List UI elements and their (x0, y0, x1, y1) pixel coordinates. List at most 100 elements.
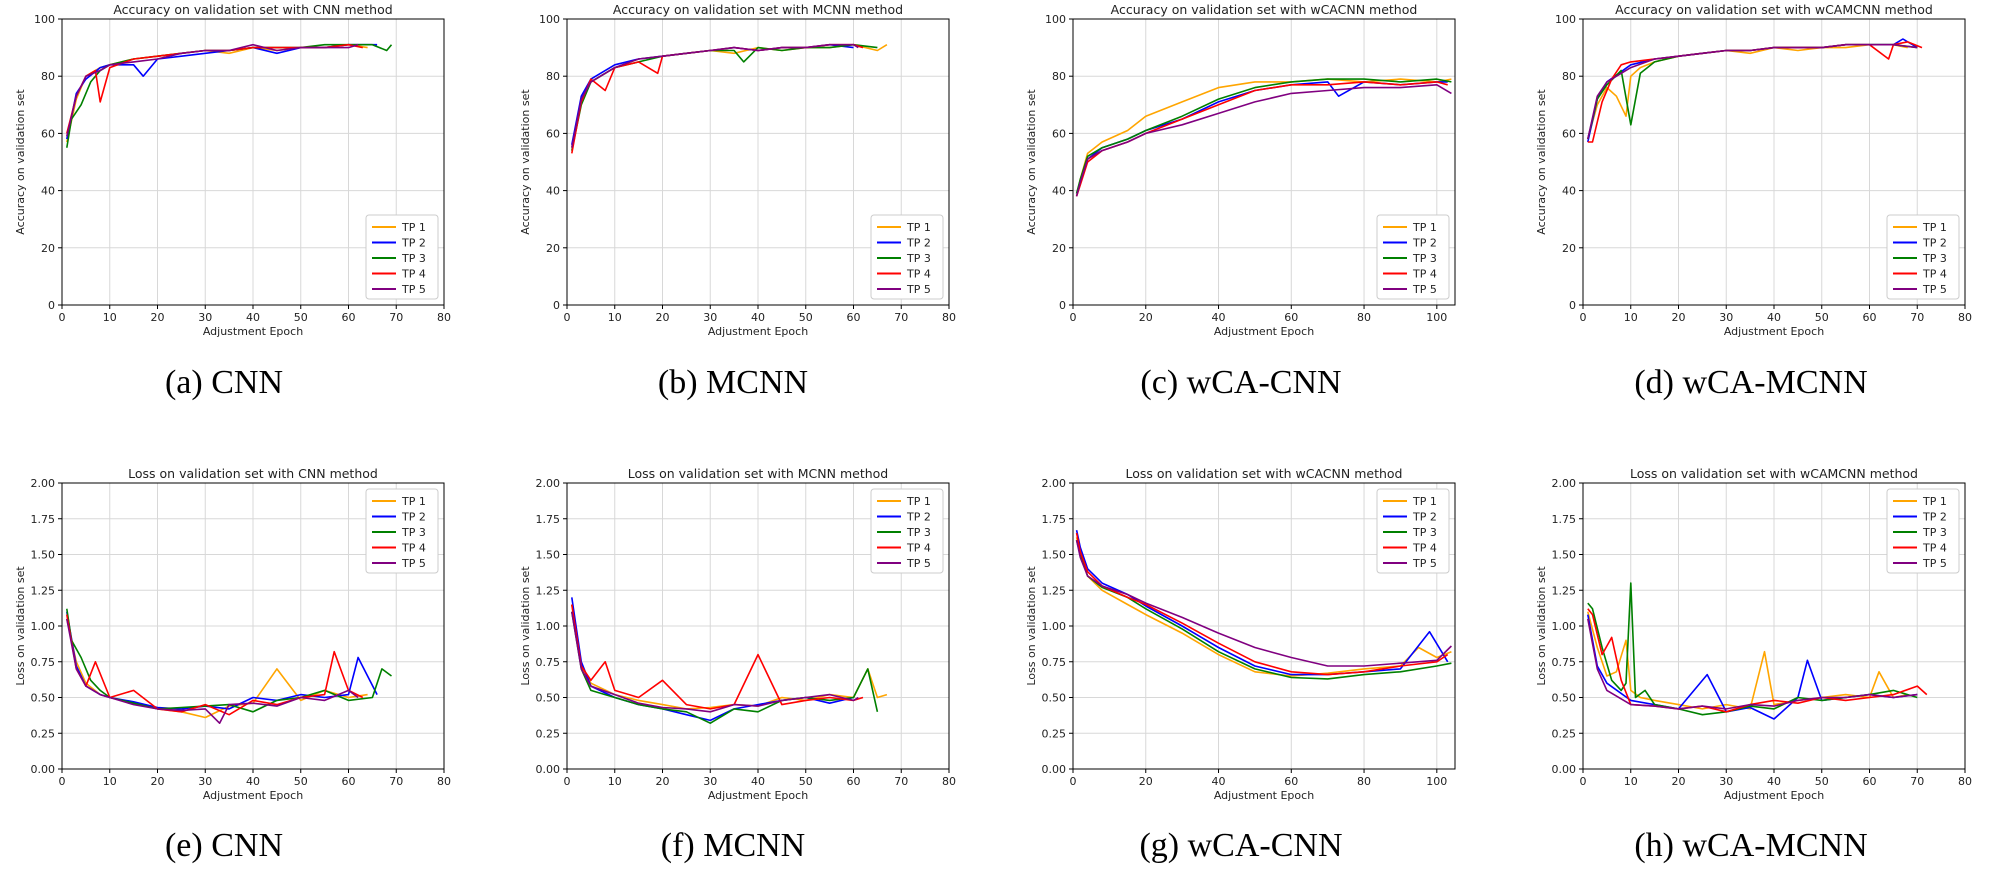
series-line-tp-4 (66, 614, 364, 716)
x-tick-label: 10 (103, 775, 117, 788)
x-tick-label: 40 (751, 775, 765, 788)
y-tick-label: 0 (1569, 299, 1576, 312)
x-tick-label: 60 (1863, 775, 1877, 788)
legend-box (870, 488, 944, 574)
legend-label: TP 2 (1922, 511, 1947, 524)
subfigure-caption: (e) CNN (165, 827, 283, 864)
y-tick-label: 100 (1045, 13, 1066, 26)
legend-label: TP 1 (401, 495, 426, 508)
x-tick-label: 70 (389, 775, 403, 788)
y-tick-label: 1.50 (31, 549, 56, 562)
x-tick-label: 0 (1070, 311, 1077, 324)
y-tick-label: 2.00 (1042, 477, 1067, 490)
legend-label: TP 1 (1922, 221, 1947, 234)
y-tick-label: 80 (546, 70, 560, 83)
legend-label: TP 4 (401, 542, 426, 555)
y-tick-label: 1.00 (31, 620, 56, 633)
legend-box (1886, 214, 1960, 300)
chart-3: 0 20 40 60 80 100 0 20 40 60 80 100 Accuracy on vali… (1025, 2, 1456, 401)
x-axis-label: Adjustment Epoch (1214, 325, 1314, 338)
legend-label: TP 1 (906, 495, 931, 508)
x-tick-label: 20 (1139, 775, 1153, 788)
x-tick-label: 40 (1767, 775, 1781, 788)
x-tick-label: 10 (1624, 311, 1638, 324)
y-tick-label: 0.50 (1042, 692, 1067, 705)
legend-label: TP 3 (401, 526, 426, 539)
y-tick-label: 60 (546, 127, 560, 140)
x-tick-label: 0 (59, 775, 66, 788)
axis-frame (1582, 18, 1966, 306)
y-tick-label: 1.50 (536, 549, 561, 562)
y-tick-label: 0.25 (1552, 727, 1577, 740)
y-tick-label: 40 (1562, 185, 1576, 198)
series-line-tp-5 (1587, 43, 1918, 140)
subfigure-caption: (b) MCNN (658, 364, 808, 401)
legend-box (365, 488, 439, 574)
x-tick-label: 20 (656, 311, 670, 324)
legend-box (1376, 214, 1450, 300)
legend-label: TP 2 (906, 511, 931, 524)
x-tick-label: 30 (1719, 311, 1733, 324)
x-tick-label: 10 (1624, 775, 1638, 788)
axis-frame (566, 482, 950, 770)
x-tick-label: 100 (1426, 775, 1447, 788)
legend-label: TP 4 (906, 542, 931, 555)
y-tick-label: 0 (553, 299, 560, 312)
series-line-tp-4 (1075, 81, 1448, 197)
y-tick-label: 1.00 (536, 620, 561, 633)
series-line-tp-5 (571, 43, 859, 148)
y-tick-label: 0 (48, 299, 55, 312)
y-tick-label: 0.75 (536, 656, 561, 669)
series-line-tp-5 (66, 618, 359, 725)
legend-label: TP 2 (1412, 511, 1437, 524)
x-tick-label: 60 (342, 775, 356, 788)
legend-label: TP 5 (1412, 557, 1437, 570)
y-tick-label: 0.00 (1042, 763, 1067, 776)
legend-label: TP 1 (906, 221, 931, 234)
x-axis-label: Adjustment Epoch (203, 789, 303, 802)
legend-box (1886, 488, 1960, 574)
series-line-tp-3 (1075, 78, 1452, 194)
chart-title: Accuracy on validation set with wCACNN m… (1111, 2, 1418, 17)
subfigure-caption: (c) wCA-CNN (1140, 364, 1341, 401)
subfigure-caption: (f) MCNN (661, 827, 805, 864)
x-tick-label: 50 (799, 775, 813, 788)
y-tick-label: 0.00 (31, 763, 56, 776)
series-line-tp-1 (1075, 78, 1452, 197)
legend-label: TP 2 (1412, 237, 1437, 250)
legend-label: TP 3 (401, 252, 426, 265)
legend-label: TP 1 (1412, 495, 1437, 508)
legend-label: TP 1 (1922, 495, 1947, 508)
chart-2: 0 10 20 30 40 50 60 70 80 0 20 40 60 80 100 Accuracy on… (519, 2, 956, 401)
x-tick-label: 40 (246, 311, 260, 324)
y-axis-label: Accuracy on validation set (1535, 89, 1548, 235)
x-tick-label: 20 (1672, 775, 1686, 788)
y-tick-label: 0.25 (1042, 727, 1067, 740)
legend-label: TP 1 (401, 221, 426, 234)
y-tick-label: 0.75 (31, 656, 56, 669)
y-tick-label: 40 (41, 185, 55, 198)
chart-title: Loss on validation set with wCAMCNN meth… (1630, 466, 1918, 481)
y-tick-label: 0.00 (1552, 763, 1577, 776)
y-tick-label: 80 (1052, 70, 1066, 83)
series-line-tp-1 (1587, 611, 1908, 710)
x-axis-label: Adjustment Epoch (1214, 789, 1314, 802)
series-line-tp-2 (1075, 530, 1449, 676)
legend-label: TP 2 (1922, 237, 1947, 250)
legend-label: TP 5 (1922, 283, 1947, 296)
y-tick-label: 40 (546, 185, 560, 198)
y-tick-label: 1.75 (536, 513, 561, 526)
x-tick-label: 30 (703, 775, 717, 788)
x-tick-label: 60 (342, 311, 356, 324)
y-tick-label: 1.00 (1042, 620, 1067, 633)
x-tick-label: 10 (608, 311, 622, 324)
legend-label: TP 3 (1922, 526, 1947, 539)
legend-box (365, 214, 439, 300)
legend-label: TP 5 (906, 283, 931, 296)
y-tick-label: 100 (1555, 13, 1576, 26)
legend-label: TP 1 (1412, 221, 1437, 234)
axis-frame (1072, 18, 1456, 306)
x-tick-label: 50 (294, 775, 308, 788)
chart-7: 0 20 40 60 80 100 0.00 0.25 0.50 0.75 1.00 1.25 1.50… (1025, 466, 1456, 864)
legend-label: TP 5 (1412, 283, 1437, 296)
